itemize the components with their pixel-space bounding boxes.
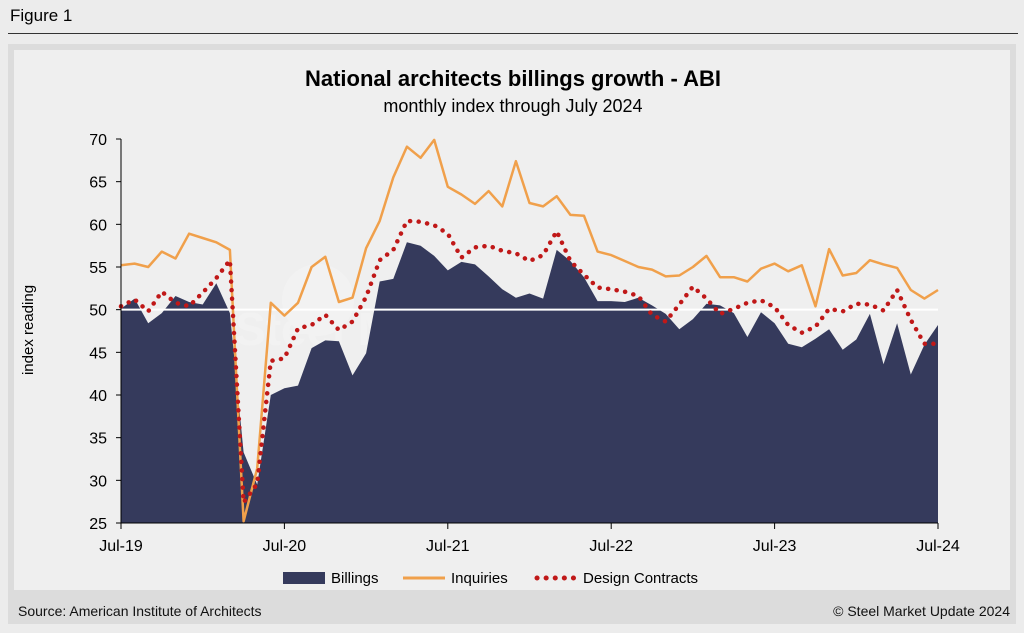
y-tick-label: 35 bbox=[89, 431, 107, 448]
source-note: Source: American Institute of Architects bbox=[18, 603, 262, 619]
chart-title: National architects billings growth - AB… bbox=[305, 66, 721, 91]
y-tick-label: 50 bbox=[89, 303, 107, 320]
x-tick-label: Jul-20 bbox=[263, 538, 307, 555]
y-tick-label: 70 bbox=[89, 132, 107, 149]
x-tick-label: Jul-19 bbox=[99, 538, 143, 555]
legend-label-design-contracts: Design Contracts bbox=[583, 570, 698, 587]
legend-label-billings: Billings bbox=[331, 570, 379, 587]
y-tick-label: 45 bbox=[89, 345, 107, 362]
figure-divider bbox=[8, 33, 1018, 34]
y-tick-label: 55 bbox=[89, 260, 107, 277]
series-area-billings bbox=[121, 242, 938, 524]
figure-label: Figure 1 bbox=[10, 6, 73, 25]
y-tick-label: 40 bbox=[89, 388, 107, 405]
y-tick-label: 60 bbox=[89, 217, 107, 234]
series-line-inquiries bbox=[120, 138, 939, 523]
legend-swatch-billings bbox=[283, 572, 325, 584]
y-axis-label: index reading bbox=[20, 285, 37, 375]
copyright-note: © Steel Market Update 2024 bbox=[833, 603, 1010, 619]
y-tick-label: 30 bbox=[89, 473, 107, 490]
x-tick-label: Jul-22 bbox=[589, 538, 633, 555]
legend: Billings Inquiries Design Contracts bbox=[283, 570, 698, 587]
watermark-logo bbox=[282, 264, 354, 336]
x-tick-label: Jul-21 bbox=[426, 538, 470, 555]
legend-label-inquiries: Inquiries bbox=[451, 570, 508, 587]
chart-subtitle: monthly index through July 2024 bbox=[383, 96, 642, 116]
x-tick-label: Jul-23 bbox=[753, 538, 797, 555]
x-tick-label: Jul-24 bbox=[916, 538, 960, 555]
y-tick-label: 65 bbox=[89, 175, 107, 192]
series-line-design-contracts bbox=[118, 218, 941, 505]
y-tick-label: 25 bbox=[89, 516, 107, 533]
